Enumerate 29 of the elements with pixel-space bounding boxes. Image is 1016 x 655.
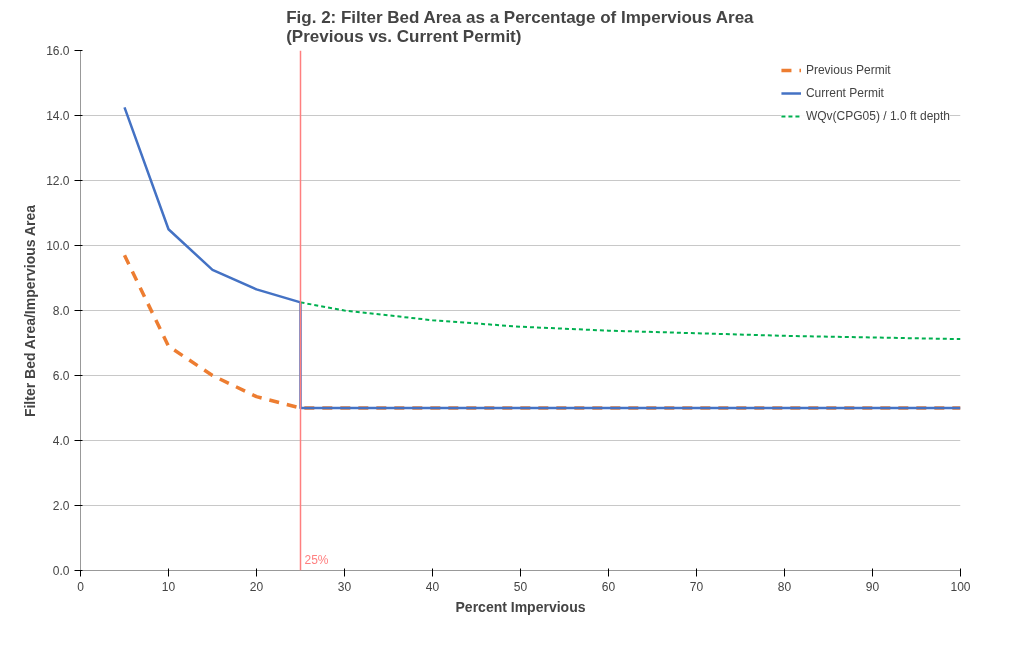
- line-series: [299, 301, 961, 341]
- legend-label: Current Permit: [805, 86, 884, 100]
- x-tick-label: 90: [865, 579, 880, 594]
- x-tick-label: 10: [161, 579, 176, 594]
- y-tick-label: 14.0: [46, 109, 70, 123]
- x-axis-title: Percent Impervious: [455, 598, 586, 615]
- line-series: [122, 253, 961, 410]
- y-tick-label: 6.0: [52, 369, 70, 383]
- x-tick-label: 60: [601, 579, 616, 594]
- y-tick-label: 0.0: [52, 564, 70, 578]
- ref-line-label: 25%: [304, 552, 329, 567]
- x-tick-label: 50: [513, 579, 528, 594]
- y-tick-label: 12.0: [46, 174, 70, 188]
- x-tick-label: 0: [77, 579, 85, 594]
- x-tick-label: 40: [425, 579, 440, 594]
- y-tick-label: 16.0: [46, 44, 70, 58]
- y-tick-label: 4.0: [52, 434, 70, 448]
- x-tick-label: 30: [337, 579, 352, 594]
- x-tick-label: 70: [689, 579, 704, 594]
- y-tick-label: 10.0: [46, 239, 70, 253]
- legend-label: WQv(CPG05) / 1.0 ft depth: [805, 109, 950, 123]
- y-axis-title: Filter Bed Area/Impervious Area: [22, 204, 39, 418]
- legend-label: Previous Permit: [805, 63, 891, 77]
- x-tick-label: 80: [777, 579, 792, 594]
- y-tick-label: 8.0: [52, 304, 70, 318]
- y-tick-label: 2.0: [52, 499, 70, 513]
- x-tick-label: 20: [249, 579, 264, 594]
- chart-title: Fig. 2: Filter Bed Area as a Percentage of Impervious Area (Previous vs. Current Permit): [286, 7, 755, 46]
- x-tick-label: 100: [950, 579, 971, 594]
